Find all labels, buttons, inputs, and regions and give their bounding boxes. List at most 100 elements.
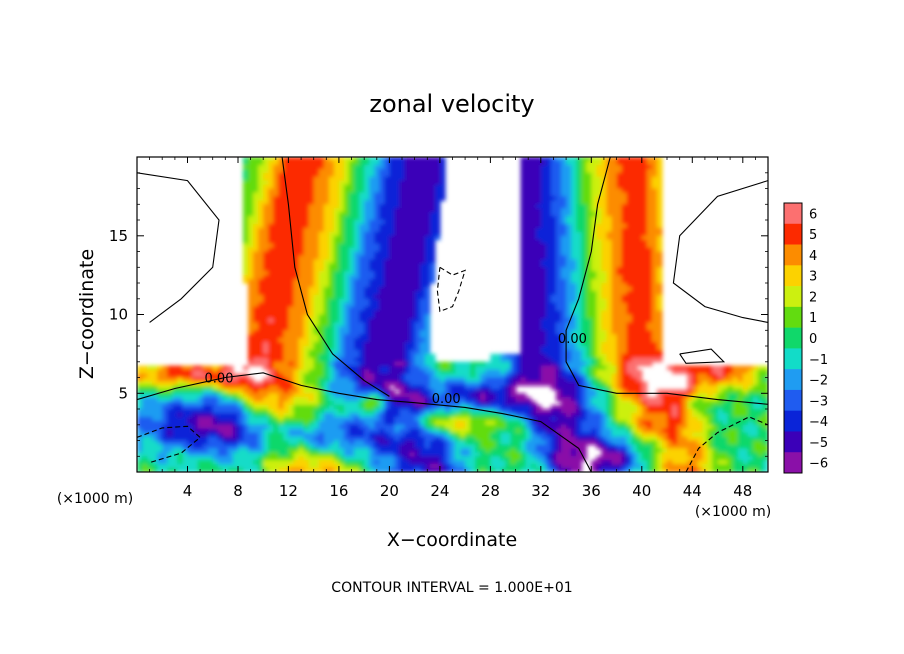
heatmap-cell (338, 223, 345, 229)
heatmap-cell (460, 361, 466, 367)
heatmap-cell (283, 279, 290, 284)
heatmap-cell (333, 275, 340, 280)
heatmap-cell (283, 357, 290, 363)
heatmap-cell (369, 267, 375, 272)
heatmap-cell (591, 353, 597, 359)
heatmap-cell (737, 397, 744, 402)
heatmap-cell (561, 302, 567, 308)
heatmap-cell (243, 204, 249, 209)
heatmap-cell (359, 157, 365, 162)
heatmap-cell (677, 389, 683, 394)
heatmap-cell (273, 330, 279, 335)
heatmap-cell (414, 393, 421, 398)
heatmap-cell (434, 381, 441, 386)
heatmap-cell (354, 176, 360, 182)
heatmap-cell (545, 306, 552, 312)
heatmap-cell (288, 373, 295, 379)
heatmap-cell (515, 369, 522, 375)
heatmap-cell (576, 251, 582, 257)
heatmap-cell (601, 239, 608, 245)
heatmap-cell (576, 322, 582, 327)
heatmap-cell (399, 412, 406, 418)
heatmap-cell (313, 255, 320, 260)
heatmap-cell (379, 263, 385, 268)
heatmap-cell (520, 168, 527, 174)
heatmap-cell (722, 377, 729, 383)
heatmap-cell (555, 381, 562, 386)
heatmap-cell (328, 338, 335, 343)
heatmap-cell (641, 235, 648, 241)
heatmap-cell (273, 247, 279, 253)
heatmap-cell (646, 353, 653, 359)
heatmap-cell (278, 397, 284, 402)
heatmap-cell (349, 216, 355, 221)
heatmap-cell (702, 405, 709, 410)
heatmap-cell (273, 385, 279, 390)
heatmap-cell (586, 349, 592, 355)
heatmap-cell (308, 212, 315, 217)
heatmap-cell (379, 235, 385, 241)
heatmap-cell (545, 259, 552, 264)
heatmap-cell (460, 373, 466, 379)
heatmap-cell (253, 389, 259, 394)
heatmap-cell (626, 365, 633, 371)
heatmap-cell (394, 314, 401, 320)
heatmap-cell (540, 381, 547, 386)
heatmap-cell (399, 196, 406, 201)
heatmap-cell (717, 381, 724, 386)
heatmap-cell (636, 267, 643, 272)
heatmap-cell (581, 212, 587, 217)
heatmap-cell (626, 397, 633, 402)
heatmap-cell (268, 365, 274, 371)
heatmap-cell (571, 409, 577, 414)
heatmap-cell (606, 381, 613, 386)
heatmap-cell (303, 192, 310, 197)
heatmap-cell (253, 381, 259, 386)
heatmap-cell (667, 401, 673, 406)
heatmap-cell (490, 357, 497, 363)
heatmap-cell (581, 208, 587, 213)
heatmap-cell (318, 267, 325, 272)
heatmap-cell (409, 223, 416, 229)
heatmap-cell (631, 192, 638, 197)
heatmap-cell (737, 409, 744, 414)
heatmap-cell (389, 227, 396, 233)
heatmap-cell (646, 157, 653, 162)
heatmap-cell (530, 338, 537, 343)
heatmap-cell (485, 369, 491, 375)
heatmap-cell (394, 342, 401, 347)
heatmap-cell (535, 208, 542, 213)
heatmap-cell (263, 160, 269, 166)
heatmap-cell (192, 369, 199, 375)
heatmap-cell (626, 235, 633, 241)
heatmap-cell (404, 286, 411, 292)
heatmap-cell (248, 279, 254, 284)
heatmap-cell (530, 361, 537, 367)
heatmap-cell (586, 283, 592, 288)
heatmap-cell (571, 401, 577, 406)
heatmap-cell (439, 192, 446, 197)
heatmap-cell (626, 369, 633, 375)
heatmap-cell (359, 255, 365, 260)
heatmap-cell (409, 235, 416, 241)
heatmap-cell (510, 377, 517, 383)
heatmap-cell (349, 243, 355, 249)
heatmap-cell (692, 369, 698, 375)
heatmap-cell (732, 393, 739, 398)
heatmap-cell (248, 377, 254, 383)
heatmap-cell (550, 326, 557, 331)
heatmap-cell (566, 357, 572, 363)
heatmap-cell (374, 247, 380, 253)
heatmap-cell (566, 160, 572, 166)
heatmap-cell (601, 180, 608, 186)
heatmap-cell (182, 397, 189, 402)
heatmap-cell (222, 412, 229, 418)
heatmap-cell (742, 365, 749, 371)
heatmap-cell (656, 243, 663, 249)
heatmap-cell (419, 188, 426, 194)
heatmap-cell (379, 381, 385, 386)
heatmap-cell (243, 235, 249, 241)
heatmap-cell (449, 381, 456, 386)
heatmap-cell (142, 373, 148, 379)
heatmap-cell (343, 361, 350, 367)
